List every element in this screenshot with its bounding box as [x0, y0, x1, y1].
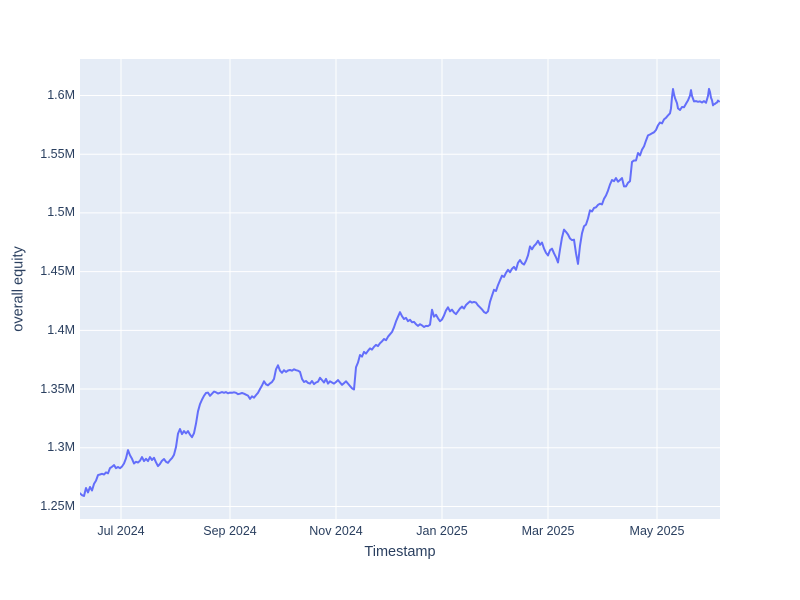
- x-tick-label: Sep 2024: [203, 524, 257, 538]
- y-tick-label: 1.55M: [40, 146, 75, 161]
- y-tick-label: 1.5M: [47, 205, 75, 220]
- plot-area[interactable]: [80, 59, 720, 519]
- x-tick-label: Jan 2025: [416, 524, 468, 538]
- x-tick-label: Jul 2024: [97, 524, 145, 538]
- y-axis-title: overall equity: [11, 246, 27, 332]
- y-tick-label: 1.35M: [40, 381, 75, 396]
- y-tick-label: 1.3M: [47, 440, 75, 455]
- x-tick-label: Nov 2024: [309, 524, 363, 538]
- equity-line-series: [80, 87, 720, 497]
- y-tick-label: 1.4M: [47, 322, 75, 337]
- y-tick-label: 1.45M: [40, 264, 75, 279]
- y-tick-label: 1.6M: [47, 87, 75, 102]
- x-axis-title: Timestamp: [364, 544, 436, 560]
- x-tick-label: May 2025: [629, 524, 685, 538]
- x-tick-label: Mar 2025: [521, 524, 575, 538]
- line-chart-canvas: [80, 59, 720, 519]
- y-tick-label: 1.25M: [40, 498, 75, 513]
